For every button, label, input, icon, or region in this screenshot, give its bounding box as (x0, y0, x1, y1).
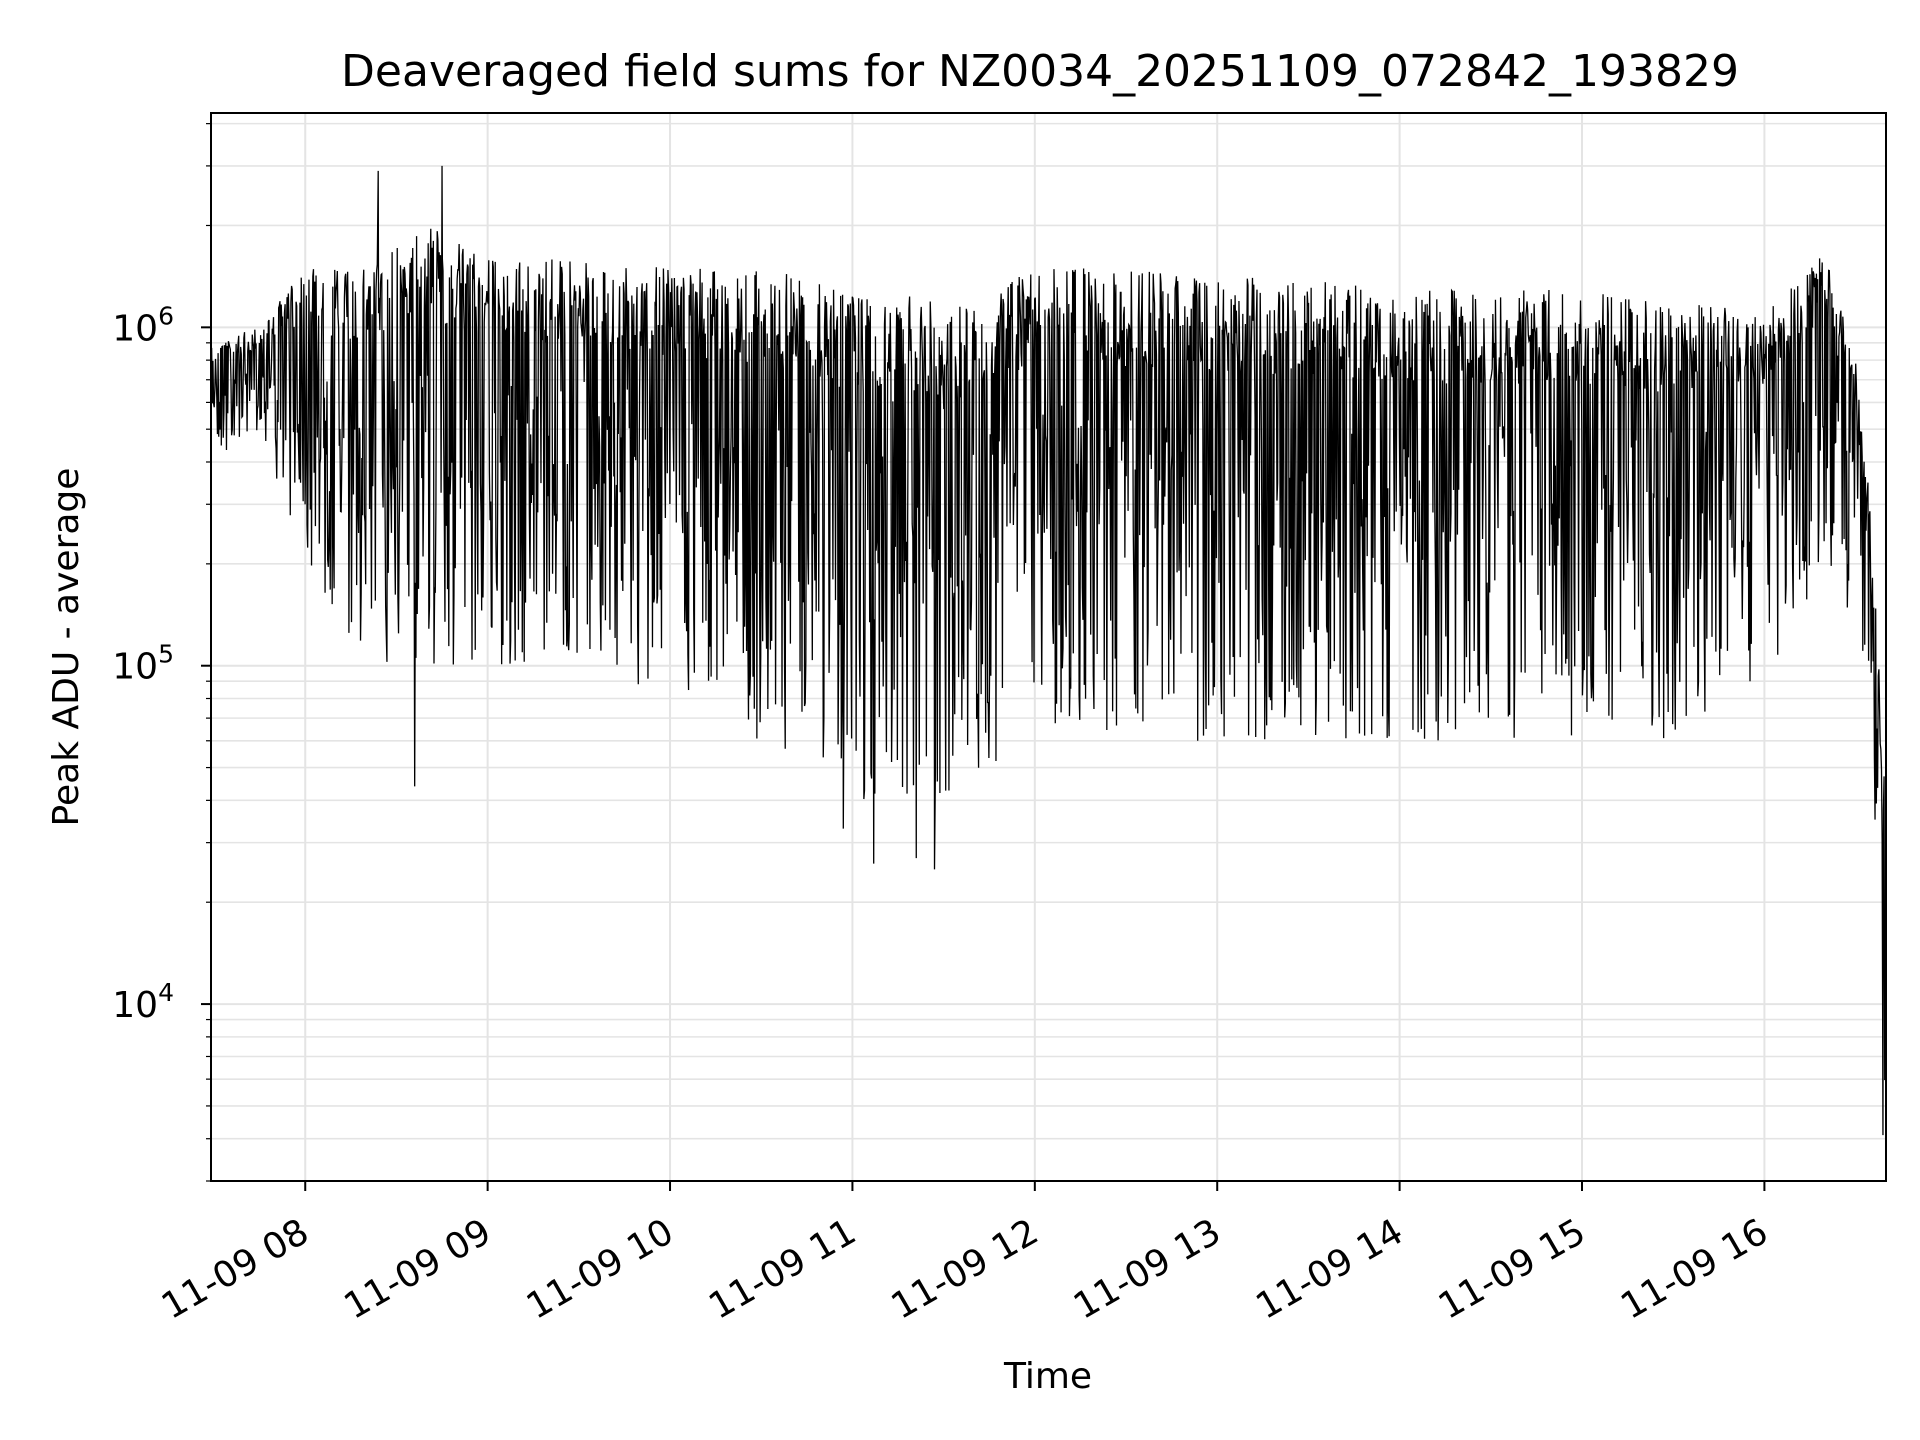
y-tick-label: 105 (112, 640, 174, 688)
series-line (210, 165, 1887, 1136)
series-path (210, 165, 1887, 1136)
y-tick-label: 104 (112, 978, 174, 1026)
y-axis: 104 105 106 (112, 123, 211, 1182)
y-axis-label: Peak ADU - average (46, 468, 87, 827)
chart-title: Deaveraged field sums for NZ0034_2025110… (341, 46, 1739, 97)
plot-frame (210, 112, 1887, 1182)
x-axis-label: Time (1003, 1356, 1092, 1397)
y-tick-label: 106 (112, 301, 174, 349)
